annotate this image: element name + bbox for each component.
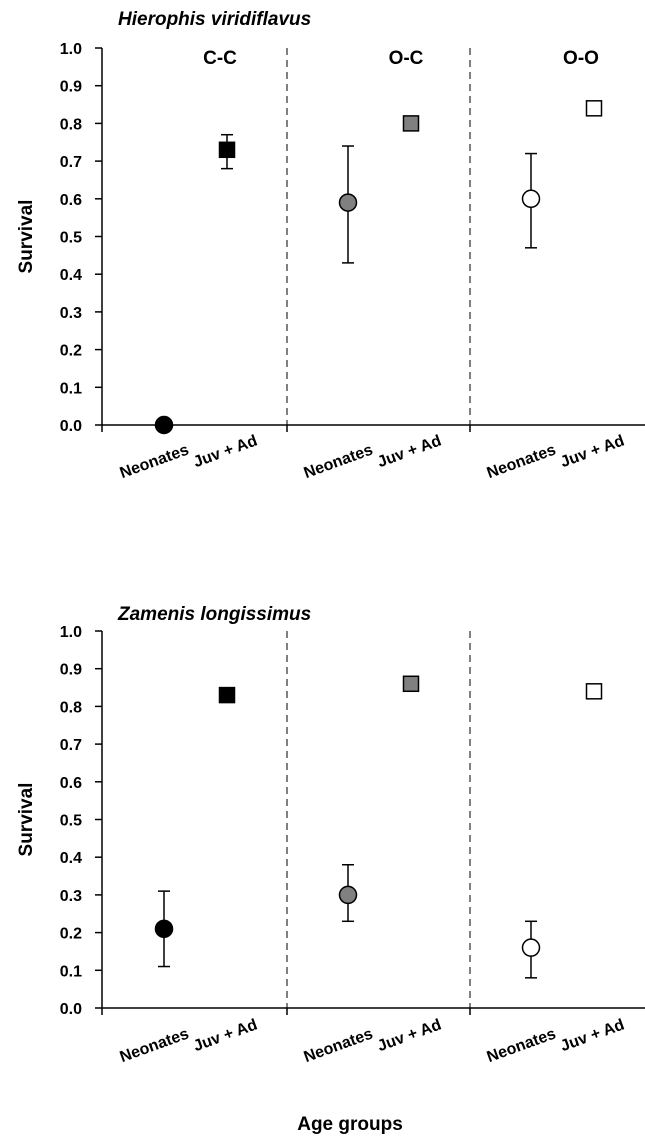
data-point-square: [585, 683, 603, 700]
panel-2: Zamenis longissimus 0.0 0.1 0.2 0.3 0.4 0.5 0.6…: [16, 604, 645, 1135]
data-point-square: [218, 686, 236, 704]
x-tick-label: Juv + Ad: [558, 432, 626, 471]
chart-title: Zamenis longissimus: [117, 604, 311, 625]
x-tick-label: Neonates: [302, 1025, 376, 1066]
y-tick-label: 0.0: [60, 418, 82, 435]
group-label-o-o: O-O: [563, 48, 599, 69]
data-point-square: [218, 141, 236, 159]
y-tick-label: 0.4: [60, 267, 82, 284]
x-tick-label: Neonates: [118, 1025, 192, 1066]
data-point-circle: [338, 193, 358, 212]
panel-1: Hierophis viridiflavus 0.0 0.1 0.2 0.3 0.4 0.5…: [16, 9, 645, 482]
y-tick-label: 0.4: [60, 850, 82, 867]
data-point-circle: [521, 189, 541, 209]
y-tick-label: 0.3: [60, 305, 82, 322]
data-point-circle: [521, 938, 541, 957]
y-tick-label: 0.7: [60, 737, 82, 754]
y-axis-label: Survival: [16, 783, 37, 857]
x-tick-label: Neonates: [302, 441, 376, 482]
chart-title: Hierophis viridiflavus: [118, 9, 311, 30]
y-tick-label: 0.6: [60, 775, 82, 792]
y-tick-label: 0.8: [60, 699, 82, 716]
y-tick-label: 0.0: [60, 1001, 82, 1018]
y-tick-label: 0.8: [60, 116, 82, 133]
x-tick-label: Juv + Ad: [558, 1016, 626, 1055]
x-tick-label: Juv + Ad: [375, 1016, 443, 1055]
x-tick-label: Neonates: [485, 1025, 559, 1066]
y-tick-label: 1.0: [60, 624, 82, 641]
x-tick-label: Juv + Ad: [375, 432, 443, 471]
y-tick-label: 0.1: [60, 380, 82, 397]
y-axis-label: Survival: [16, 200, 37, 274]
y-tick-label: 0.6: [60, 192, 82, 209]
y-tick-label: 0.3: [60, 888, 82, 905]
y-tick-label: 0.5: [60, 230, 82, 247]
data-point-circle: [154, 919, 174, 939]
x-tick-label: Neonates: [118, 441, 192, 482]
x-tick-label: Neonates: [485, 441, 559, 482]
data-point-square: [402, 115, 420, 132]
y-tick-label: 0.9: [60, 662, 82, 679]
y-tick-label: 0.2: [60, 343, 82, 360]
x-tick-label: Juv + Ad: [191, 432, 259, 471]
data-point-circle: [338, 885, 358, 905]
group-label-o-c: O-C: [389, 48, 424, 69]
x-axis-label: Age groups: [297, 1114, 403, 1135]
y-tick-label: 0.5: [60, 813, 82, 830]
y-tick-label: 0.1: [60, 963, 82, 980]
y-tick-label: 1.0: [60, 41, 82, 58]
y-tick-label: 0.2: [60, 926, 82, 943]
x-tick-label: Juv + Ad: [191, 1016, 259, 1055]
data-point-circle: [154, 415, 174, 435]
y-tick-label: 0.7: [60, 154, 82, 171]
y-tick-label: 0.9: [60, 79, 82, 96]
data-point-square: [402, 675, 420, 693]
data-point-square: [585, 100, 603, 117]
group-label-c-c: C-C: [203, 48, 237, 69]
